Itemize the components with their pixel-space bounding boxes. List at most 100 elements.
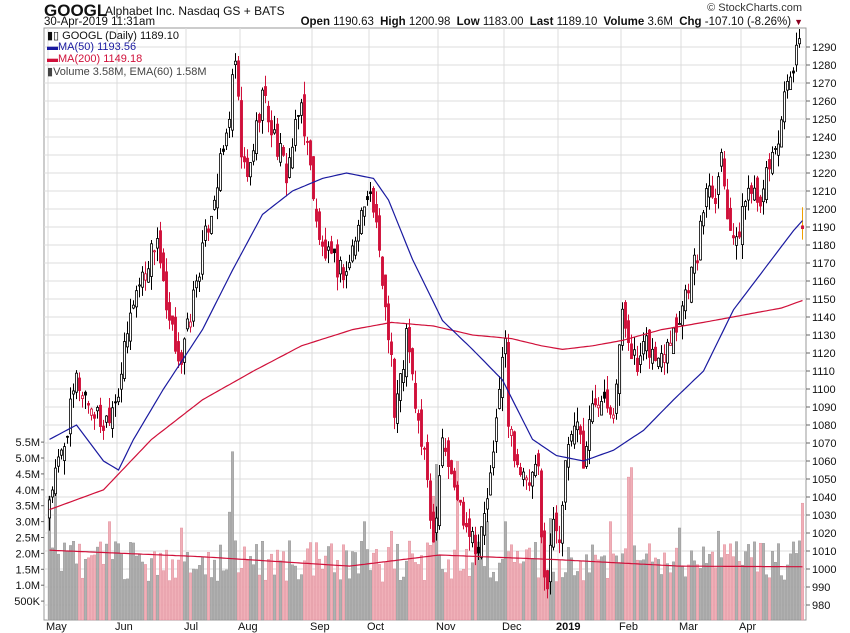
x-tick-label: Nov bbox=[436, 621, 456, 633]
candle bbox=[444, 437, 447, 457]
legend-ma50-text: MA(50) 1193.56 bbox=[58, 41, 137, 53]
candle-body bbox=[591, 403, 594, 423]
candle-body bbox=[282, 146, 285, 156]
candle-body bbox=[453, 470, 456, 488]
candle bbox=[93, 411, 96, 430]
volume-bar bbox=[441, 569, 444, 621]
candle bbox=[300, 98, 303, 124]
candle-body bbox=[279, 143, 282, 163]
candle-body bbox=[96, 407, 99, 412]
candle-body bbox=[738, 231, 741, 238]
volume-bar bbox=[303, 560, 306, 621]
candle bbox=[768, 153, 771, 182]
candle-body bbox=[534, 463, 537, 476]
candle-body bbox=[192, 289, 195, 322]
volume-bar bbox=[255, 544, 258, 621]
volume-bar bbox=[663, 552, 666, 621]
candle-body bbox=[72, 390, 75, 395]
candle-body bbox=[333, 248, 336, 254]
candle-body bbox=[267, 105, 270, 123]
candle-body bbox=[609, 407, 612, 415]
candle bbox=[60, 448, 63, 460]
volume-bar bbox=[795, 553, 798, 621]
vol-tick-label: 1.0M bbox=[16, 580, 40, 592]
candle-body bbox=[168, 302, 171, 321]
candle-body bbox=[150, 243, 153, 277]
volume-bar bbox=[765, 574, 768, 621]
candle bbox=[534, 454, 537, 478]
candle-body bbox=[147, 268, 150, 283]
volume-bar bbox=[570, 557, 573, 621]
volume-bar bbox=[279, 560, 282, 621]
volume-bar bbox=[630, 467, 633, 621]
candle-body bbox=[306, 141, 309, 143]
volume-bar bbox=[96, 546, 99, 621]
candle bbox=[564, 460, 567, 511]
candle bbox=[309, 139, 312, 171]
exchange: Nasdaq GS + BATS bbox=[178, 4, 285, 18]
company-exchange: Alphabet Inc. Nasdaq GS + BATS bbox=[105, 4, 285, 18]
vol-tick-label: 4.5M bbox=[16, 469, 40, 481]
candle-body bbox=[675, 317, 678, 333]
candle bbox=[375, 191, 378, 229]
volume-bar bbox=[384, 561, 387, 621]
candle-body bbox=[441, 437, 444, 467]
copyright[interactable]: © StockCharts.com bbox=[707, 2, 802, 14]
candle-body bbox=[774, 148, 777, 150]
candle-body bbox=[399, 373, 402, 401]
candle bbox=[603, 379, 606, 403]
candle-body bbox=[606, 389, 609, 409]
candle bbox=[747, 175, 750, 211]
candle-body bbox=[624, 302, 627, 329]
candle bbox=[609, 405, 612, 419]
volume-bar bbox=[105, 543, 108, 621]
candle bbox=[798, 29, 801, 48]
candle-body bbox=[531, 471, 534, 487]
candle-body bbox=[375, 204, 378, 223]
candle-body bbox=[381, 256, 384, 286]
candle-body bbox=[90, 408, 93, 416]
volume-bar bbox=[114, 541, 117, 621]
candle-body bbox=[378, 215, 381, 251]
volume-bar bbox=[645, 553, 648, 621]
candle-body bbox=[201, 242, 204, 275]
candle bbox=[450, 459, 453, 475]
candle bbox=[774, 146, 777, 155]
candle-body bbox=[552, 518, 555, 548]
volume-bar bbox=[573, 575, 576, 621]
volume-bar bbox=[465, 548, 468, 621]
candle-body bbox=[402, 369, 405, 383]
x-tick-label: Jul bbox=[184, 621, 198, 633]
candle-body bbox=[642, 341, 645, 355]
volume-bar bbox=[516, 550, 519, 621]
volume-bar bbox=[774, 562, 777, 621]
candle bbox=[51, 486, 54, 503]
candle-body bbox=[519, 467, 522, 476]
candle bbox=[303, 81, 306, 146]
candle-body bbox=[87, 403, 90, 406]
candle-body bbox=[783, 91, 786, 123]
candle bbox=[681, 301, 684, 340]
candle bbox=[468, 508, 471, 551]
volume-bar bbox=[675, 547, 678, 621]
volume-bar bbox=[375, 549, 378, 621]
candle-body bbox=[780, 119, 783, 148]
volume-bar bbox=[789, 553, 792, 621]
volume-bar bbox=[405, 560, 408, 621]
volume-bar bbox=[174, 577, 177, 621]
volume-bar bbox=[156, 574, 159, 621]
candle-body bbox=[198, 276, 201, 282]
volume-bar bbox=[348, 578, 351, 621]
volume-bar bbox=[411, 553, 414, 621]
high-value: 1200.98 bbox=[408, 16, 451, 28]
candle-body bbox=[723, 158, 726, 187]
candle-body bbox=[300, 102, 303, 116]
candle-body bbox=[258, 113, 261, 123]
candle-body bbox=[432, 511, 435, 543]
volume-bar bbox=[504, 521, 507, 621]
candle bbox=[669, 330, 672, 346]
candle bbox=[186, 312, 189, 332]
volume-bar bbox=[165, 549, 168, 621]
candle bbox=[423, 446, 426, 460]
